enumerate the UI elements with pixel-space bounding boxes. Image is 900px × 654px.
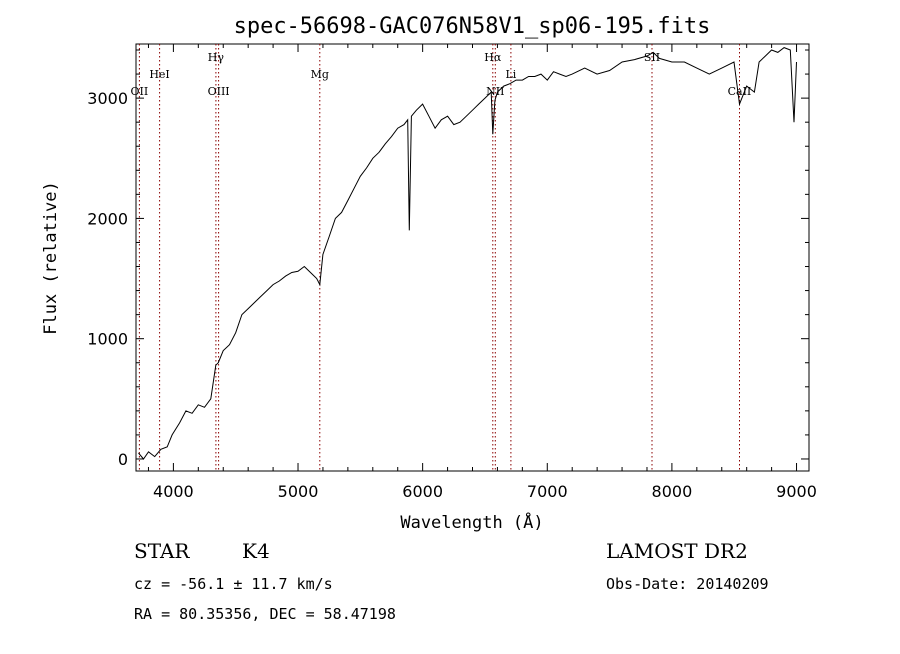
x-tick-label-0: 4000: [153, 482, 194, 501]
spectral-line-label-4: Mg: [311, 68, 329, 81]
x-tick-label-1: 5000: [278, 482, 319, 501]
spectral-line-label-0: OII: [131, 85, 149, 98]
object-subclass: K4: [242, 539, 270, 563]
observation-date: Obs-Date: 20140209: [606, 575, 769, 593]
x-tick-label-3: 7000: [527, 482, 568, 501]
spectral-line-label-1: HeI: [149, 68, 169, 81]
y-tick-label-1: 1000: [87, 330, 128, 349]
flux-series-line-0: [138, 47, 797, 460]
series-group: [138, 47, 797, 460]
x-axis-ticks: 4000 5000 6000 7000 8000 9000: [147, 44, 817, 501]
spectral-line-label-2: Hγ: [208, 51, 225, 64]
x-tick-label-2: 6000: [402, 482, 443, 501]
spectral-line-label-5: Hα: [484, 51, 502, 64]
survey-name: LAMOST DR2: [606, 539, 748, 563]
spectral-line-markers: [138, 44, 740, 471]
x-tick-label-5: 9000: [776, 482, 817, 501]
chart-title: spec-56698-GAC076N58V1_sp06-195.fits: [234, 14, 711, 39]
y-tick-label-0: 0: [118, 450, 128, 469]
y-tick-label-2: 2000: [87, 209, 128, 228]
sky-coordinates: RA = 80.35356, DEC = 58.47198: [134, 605, 396, 623]
spectral-line-label-8: SII: [644, 51, 660, 64]
spectral-line-label-9: CaII: [728, 85, 752, 98]
y-tick-label-3: 3000: [87, 89, 128, 108]
y-axis-ticks: 0 1000 2000 3000: [87, 49, 809, 469]
spectral-line-label-3: OIII: [208, 85, 230, 98]
plot-frame: [135, 43, 810, 472]
spectral-line-label-6: NII: [486, 85, 504, 98]
y-axis-label: Flux (relative): [41, 181, 61, 335]
redshift-velocity: cz = -56.1 ± 11.7 km/s: [134, 575, 333, 593]
object-class: STAR: [134, 539, 190, 563]
spectral-line-label-7: Li: [505, 68, 516, 81]
x-tick-label-4: 8000: [652, 482, 693, 501]
x-axis-label: Wavelength (Å): [400, 511, 543, 533]
